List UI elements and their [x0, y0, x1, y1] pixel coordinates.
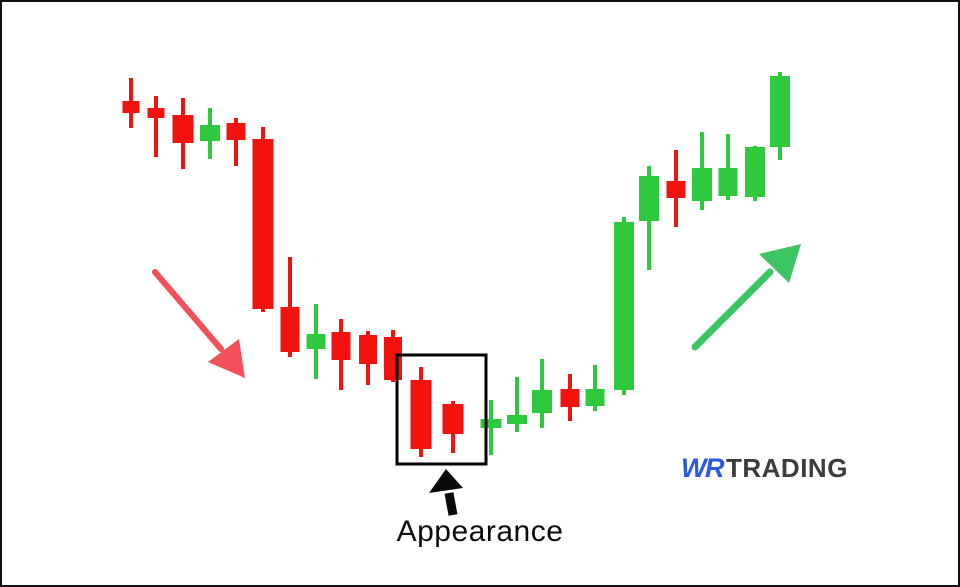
- candle-body-bear: [172, 115, 194, 143]
- uptrend-arrow-shaft: [691, 268, 774, 351]
- candle-body-bear: [359, 335, 377, 364]
- candle-body-bear: [410, 380, 432, 449]
- candle-body-bull: [718, 168, 738, 196]
- candle-body-bear: [442, 404, 464, 434]
- candle-body-bear: [280, 307, 300, 352]
- candle-body-bull: [614, 222, 634, 390]
- candle-body-bear: [122, 101, 140, 113]
- appearance-pointer-arrow-head: [429, 469, 463, 493]
- candle-body-bear: [226, 123, 246, 140]
- candle-body-bear: [384, 337, 402, 380]
- pattern-highlight-box: [395, 353, 488, 466]
- candle-body-bear: [560, 389, 580, 407]
- appearance-pointer-arrow-shaft: [444, 492, 458, 516]
- downtrend-arrow-shaft: [152, 269, 224, 352]
- candle-body-bear: [331, 332, 351, 360]
- candle-body-bull: [306, 334, 326, 349]
- appearance-label: Appearance: [396, 515, 564, 548]
- wr-trading-logo: WR TRADING: [681, 454, 848, 482]
- candle-body-bull: [480, 419, 502, 428]
- candle-body-bull: [692, 168, 712, 201]
- logo-trading-text: TRADING: [725, 453, 848, 483]
- downtrend-arrow-head: [208, 339, 245, 378]
- candle-body-bull: [507, 415, 527, 424]
- candle-body-bull: [745, 147, 765, 197]
- candle-body-bull: [770, 76, 790, 147]
- candle-body-bull: [639, 176, 659, 221]
- candle-body-bear: [147, 108, 165, 118]
- candle-body-bear: [252, 139, 274, 309]
- uptrend-arrow-head: [759, 244, 801, 283]
- candle-body-bull: [200, 125, 220, 141]
- candle-body-bull: [585, 389, 605, 406]
- candle-body-bull: [532, 390, 552, 413]
- logo-wr-text: WR: [681, 453, 724, 483]
- candle-body-bear: [666, 181, 686, 198]
